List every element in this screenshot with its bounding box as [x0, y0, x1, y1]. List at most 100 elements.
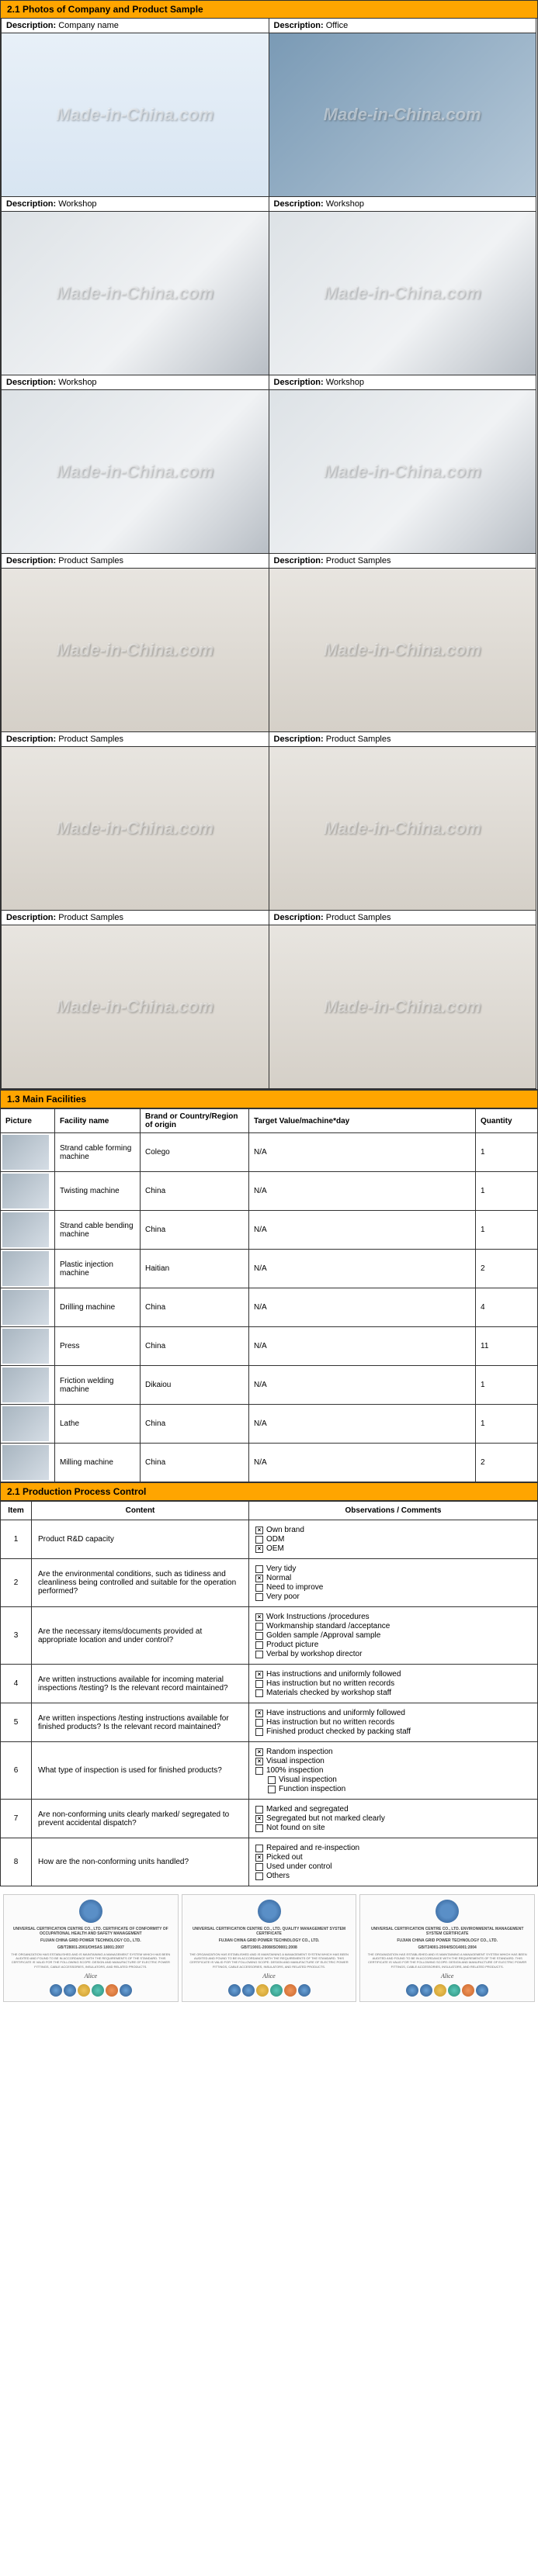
cert-logo-icon	[79, 1900, 102, 1923]
ppc-header-cell: Observations / Comments	[249, 1502, 538, 1520]
seal-icon	[434, 1984, 446, 1997]
cert-company: FUJIAN CHINA GRID POWER TECHNOLOGY CO., …	[219, 1938, 320, 1943]
ppc-item-num: 1	[1, 1520, 32, 1559]
ppc-observations: Own brandODMOEM	[249, 1520, 538, 1559]
ppc-content: Product R&D capacity	[32, 1520, 249, 1559]
checkbox-line: Picked out	[255, 1853, 531, 1862]
fac-cell: N/A	[249, 1366, 476, 1405]
ppc-observations: Random inspectionVisual inspection100% i…	[249, 1742, 538, 1800]
checkbox-line: Have instructions and uniformly followed	[255, 1709, 531, 1717]
cert-body: THE ORGANIZATION HAS ESTABLISHED AND IS …	[7, 1952, 175, 1969]
facility-thumb	[2, 1406, 49, 1441]
checkbox-icon	[255, 1575, 263, 1582]
photo-cell: Description: Product SamplesMade-in-Chin…	[269, 553, 537, 732]
cert-org: UNIVERSAL CERTIFICATION CENTRE CO., LTD.…	[186, 1927, 353, 1936]
table-row: Strand cable bending machineChinaN/A1	[1, 1211, 538, 1250]
table-row: 7Are non-conforming units clearly marked…	[1, 1800, 538, 1838]
checkbox-label: Own brand	[266, 1526, 304, 1534]
ppc-item-num: 6	[1, 1742, 32, 1800]
fac-header-cell: Quantity	[476, 1109, 538, 1133]
facility-thumb	[2, 1368, 49, 1402]
checkbox-label: Segregated but not marked clearly	[266, 1814, 385, 1823]
ppc-content: Are the environmental conditions, such a…	[32, 1559, 249, 1607]
fac-cell: N/A	[249, 1133, 476, 1172]
facility-thumb	[2, 1290, 49, 1325]
ppc-item-num: 3	[1, 1607, 32, 1665]
checkbox-icon	[255, 1824, 263, 1832]
photo-placeholder: Made-in-China.com	[2, 212, 269, 375]
checkbox-line: OEM	[255, 1544, 531, 1553]
fac-cell: China	[141, 1211, 249, 1250]
checkbox-line: Workmanship standard /acceptance	[255, 1622, 531, 1630]
photo-placeholder: Made-in-China.com	[2, 33, 269, 196]
seal-icon	[476, 1984, 488, 1997]
checkbox-label: Random inspection	[266, 1748, 333, 1756]
photo-placeholder: Made-in-China.com	[269, 925, 536, 1088]
checkbox-line: Has instruction but no written records	[255, 1679, 531, 1688]
photo-placeholder: Made-in-China.com	[2, 390, 269, 553]
checkbox-label: Function inspection	[279, 1785, 345, 1793]
fac-header-cell: Picture	[1, 1109, 55, 1133]
fac-cell: China	[141, 1327, 249, 1366]
photo-cell: Description: Product SamplesMade-in-Chin…	[269, 731, 537, 911]
fac-cell: 1	[476, 1133, 538, 1172]
watermark: Made-in-China.com	[56, 640, 213, 660]
seal-icon	[228, 1984, 241, 1997]
cert-company: FUJIAN CHINA GRID POWER TECHNOLOGY CO., …	[397, 1938, 498, 1943]
seal-icon	[406, 1984, 418, 1997]
checkbox-icon	[255, 1815, 263, 1823]
checkbox-line: Repaired and re-inspection	[255, 1844, 531, 1852]
ppc-content: Are written instructions available for i…	[32, 1665, 249, 1703]
photo-cell: Description: Product SamplesMade-in-Chin…	[1, 910, 269, 1089]
checkbox-icon	[255, 1593, 263, 1601]
table-row: Milling machineChinaN/A2	[1, 1444, 538, 1482]
facility-thumb	[2, 1445, 49, 1480]
ppc-content: Are the necessary items/documents provid…	[32, 1607, 249, 1665]
photo-cell: Description: Product SamplesMade-in-Chin…	[1, 731, 269, 911]
photo-placeholder: Made-in-China.com	[269, 212, 536, 375]
ppc-observations: Have instructions and uniformly followed…	[249, 1703, 538, 1742]
cert-seals	[228, 1984, 311, 1997]
seal-icon	[242, 1984, 255, 1997]
watermark: Made-in-China.com	[324, 818, 481, 838]
seal-icon	[120, 1984, 132, 1997]
checkbox-label: Picked out	[266, 1853, 303, 1862]
checkbox-label: Product picture	[266, 1641, 318, 1649]
checkbox-label: Very tidy	[266, 1565, 296, 1573]
photo-label: Description: Company name	[2, 19, 269, 33]
checkbox-line: Segregated but not marked clearly	[255, 1814, 531, 1823]
cert-standard: GB/T24001-2004/ISO14001:2004	[418, 1945, 477, 1950]
checkbox-line: Golden sample /Approval sample	[255, 1631, 531, 1640]
photo-cell: Description: WorkshopMade-in-China.com	[1, 196, 269, 375]
checkbox-icon	[255, 1863, 263, 1871]
checkbox-icon	[255, 1641, 263, 1649]
seal-icon	[256, 1984, 269, 1997]
checkbox-label: Workmanship standard /acceptance	[266, 1622, 390, 1630]
cert-logo-icon	[436, 1900, 459, 1923]
checkbox-line: Very poor	[255, 1592, 531, 1601]
cert-signature: Alice	[85, 1973, 97, 1980]
cert-standard: GB/T19001-2008/ISO9001:2008	[241, 1945, 297, 1950]
checkbox-label: Normal	[266, 1574, 291, 1582]
fac-cell: N/A	[249, 1405, 476, 1444]
photo-cell: Description: WorkshopMade-in-China.com	[1, 375, 269, 554]
table-row: 3Are the necessary items/documents provi…	[1, 1607, 538, 1665]
section-ppc-header: 2.1 Production Process Control	[0, 1482, 538, 1501]
photo-label: Description: Product Samples	[2, 911, 269, 925]
checkbox-line: Function inspection	[268, 1785, 531, 1793]
fac-cell: China	[141, 1288, 249, 1327]
photo-grid: Description: Company nameMade-in-China.c…	[0, 19, 538, 1090]
seal-icon	[298, 1984, 311, 1997]
photo-label: Description: Workshop	[2, 375, 269, 390]
checkbox-label: Used under control	[266, 1862, 332, 1871]
photo-placeholder: Made-in-China.com	[2, 569, 269, 731]
seal-icon	[462, 1984, 474, 1997]
checkbox-icon	[255, 1845, 263, 1852]
seal-icon	[284, 1984, 297, 1997]
checkbox-label: Materials checked by workshop staff	[266, 1689, 391, 1697]
certificate: UNIVERSAL CERTIFICATION CENTRE CO., LTD.…	[359, 1894, 535, 2002]
facility-thumb	[2, 1135, 49, 1170]
ppc-observations: Has instructions and uniformly followedH…	[249, 1665, 538, 1703]
checkbox-icon	[255, 1758, 263, 1765]
facility-thumb	[2, 1329, 49, 1364]
